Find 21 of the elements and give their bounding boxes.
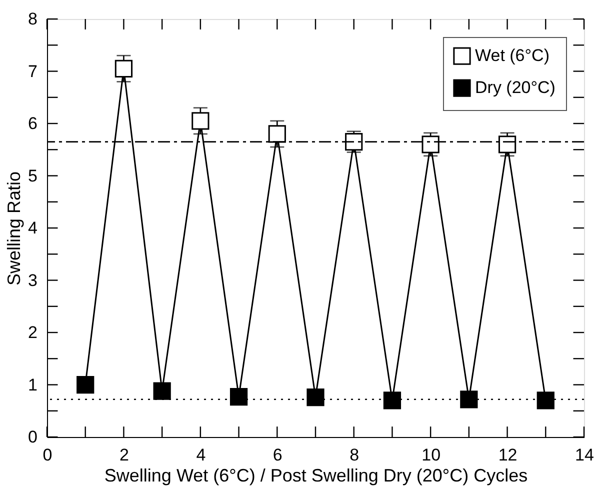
y-tick-label: 1 <box>28 375 38 394</box>
y-tick-label: 6 <box>28 114 38 133</box>
x-axis-title: Swelling Wet (6°C) / Post Swelling Dry (20°C) Cycles <box>104 466 528 486</box>
x-tick-label: 8 <box>350 446 360 464</box>
y-tick-label: 5 <box>28 166 38 186</box>
y-tick-label: 2 <box>28 323 38 342</box>
y-tick-label: 3 <box>28 270 38 290</box>
x-tick-label: 2 <box>119 446 129 464</box>
x-tick-label: 14 <box>575 446 594 464</box>
legend-label: Wet (6°C) <box>475 46 550 65</box>
y-tick-label: 4 <box>28 218 38 238</box>
y-axis-title: Swelling Ratio <box>4 171 24 286</box>
x-tick-label: 10 <box>422 446 441 464</box>
y-tick-label: 7 <box>28 62 38 81</box>
x-tick-label: 4 <box>196 446 206 464</box>
y-tick-label: 0 <box>28 428 38 446</box>
x-tick-label: 6 <box>272 446 282 464</box>
x-tick-label: 12 <box>498 446 518 464</box>
x-tick-label: 0 <box>42 446 52 464</box>
y-tick-label: 8 <box>28 10 38 28</box>
legend-label: Dry (20°C) <box>475 78 556 97</box>
